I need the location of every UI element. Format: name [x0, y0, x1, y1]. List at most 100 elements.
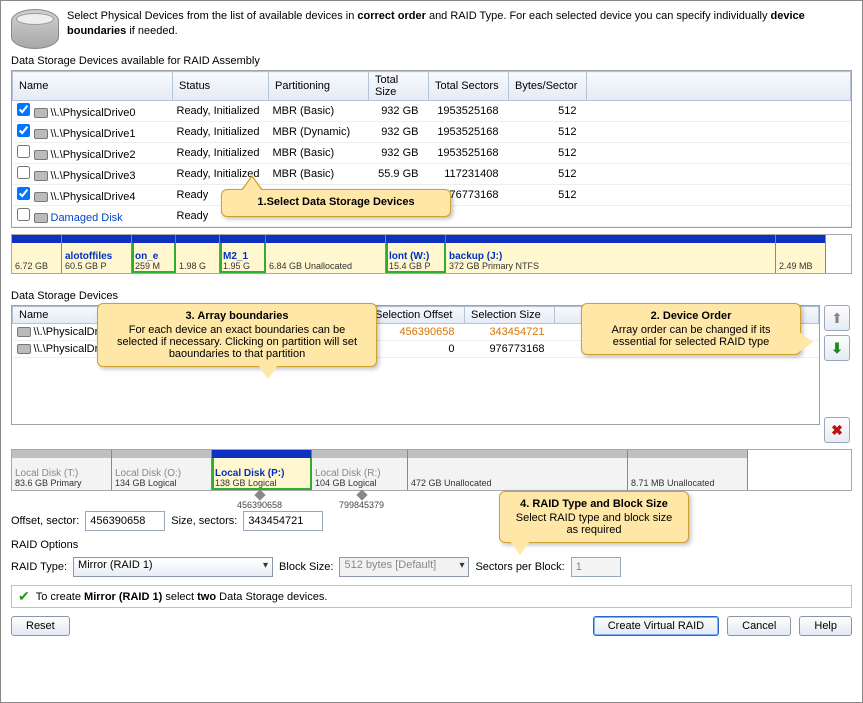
- partition-segment[interactable]: 6.84 GB Unallocated: [266, 235, 386, 273]
- cell-part: MBR (Basic): [269, 143, 369, 164]
- partition-segment[interactable]: 1.98 G: [176, 235, 220, 273]
- intro-suffix: if needed.: [126, 25, 177, 37]
- size-label: Size, sectors:: [171, 515, 237, 527]
- disk-stack-icon: [11, 9, 59, 49]
- partition-segment[interactable]: lont (W:)15.4 GB P: [386, 235, 446, 273]
- cell-selsize: 976773168: [465, 341, 555, 358]
- drive-icon: [34, 150, 48, 160]
- col-name[interactable]: Name: [13, 72, 173, 101]
- cell-sectors: 1953525168: [429, 122, 509, 143]
- col-partitioning[interactable]: Partitioning: [269, 72, 369, 101]
- cell-selsize: 343454721: [465, 324, 555, 341]
- drive-icon: [34, 108, 48, 118]
- dialog-header: Select Physical Devices from the list of…: [11, 9, 852, 49]
- order-buttons: ⬆ ⬇ ✖: [824, 305, 852, 443]
- mark-start[interactable]: 456390658: [237, 491, 282, 510]
- move-up-button[interactable]: ⬆: [824, 305, 850, 331]
- cell-bps: 512: [509, 101, 587, 122]
- row-checkbox[interactable]: [17, 187, 30, 200]
- raid-options-label: RAID Options: [11, 539, 852, 551]
- partition-segment[interactable]: Local Disk (O:)134 GB Logical: [112, 450, 212, 490]
- mark-end[interactable]: 799845379: [339, 491, 384, 510]
- help-button[interactable]: Help: [799, 616, 852, 636]
- sectors-per-block-input: [571, 557, 621, 577]
- remove-icon: ✖: [831, 422, 843, 439]
- cell-offset: 456390658: [369, 324, 465, 341]
- cell-offset: 0: [369, 341, 465, 358]
- block-size-select: 512 bytes [Default]: [339, 557, 469, 577]
- drive-name: Damaged Disk: [51, 212, 123, 224]
- intro-bold1: correct order: [357, 10, 425, 22]
- partition-segment[interactable]: 6.72 GB: [12, 235, 62, 273]
- drive-icon: [34, 192, 48, 202]
- cancel-button[interactable]: Cancel: [727, 616, 791, 636]
- cell-bps: 512: [509, 122, 587, 143]
- arrow-up-icon: ⬆: [831, 310, 843, 327]
- create-raid-button[interactable]: Create Virtual RAID: [593, 616, 719, 636]
- cell-sectors: 1953525168: [429, 101, 509, 122]
- table-row[interactable]: \\.\PhysicalDrive3Ready, InitializedMBR …: [13, 164, 851, 185]
- table-row[interactable]: \\.\PhysicalDrive2 Ready, InitializedMBR …: [13, 143, 851, 164]
- partition-segment[interactable]: Local Disk (T:)83.6 GB Primary: [12, 450, 112, 490]
- cell-sectors: 1953525168: [429, 143, 509, 164]
- col-total-size[interactable]: Total Size: [369, 72, 429, 101]
- header-text: Select Physical Devices from the list of…: [67, 9, 852, 40]
- drive-icon: [34, 129, 48, 139]
- cell-part: MBR (Dynamic): [269, 122, 369, 143]
- partition-segment[interactable]: on_e259 M: [132, 235, 176, 273]
- drive-icon: [34, 213, 48, 223]
- remove-button[interactable]: ✖: [824, 417, 850, 443]
- raid-assembly-dialog: Select Physical Devices from the list of…: [0, 0, 863, 703]
- drive-name: \\.\PhysicalDrive3: [51, 170, 136, 182]
- available-devices-label: Data Storage Devices available for RAID …: [11, 55, 852, 67]
- row-checkbox[interactable]: [17, 145, 30, 158]
- col-total-sectors[interactable]: Total Sectors: [429, 72, 509, 101]
- row-checkbox[interactable]: [17, 103, 30, 116]
- cell-bps: 512: [509, 185, 587, 206]
- drive-name: \\.\PhysicalDrive1: [51, 128, 136, 140]
- partition-segment[interactable]: alotoffiles60.5 GB P: [62, 235, 132, 273]
- cell-size: 55.9 GB: [369, 164, 429, 185]
- callout-3: 3. Array boundaries For each device an e…: [97, 303, 377, 367]
- drive-icon: [34, 171, 48, 181]
- callout-4: 4. RAID Type and Block Size Select RAID …: [499, 491, 689, 543]
- partition-segment[interactable]: 2.49 MB: [776, 235, 826, 273]
- raid-options: RAID Options RAID Type: Mirror (RAID 1) …: [11, 539, 852, 577]
- cell-status: Ready, Initialized: [173, 101, 269, 122]
- row-checkbox[interactable]: [17, 124, 30, 137]
- col-bytes-sector[interactable]: Bytes/Sector: [509, 72, 587, 101]
- col2-offset[interactable]: Selection Offset: [369, 307, 465, 324]
- drive-name: \\.\PhysicalDrive2: [51, 149, 136, 161]
- partition-segment[interactable]: 472 GB Unallocated: [408, 450, 628, 490]
- cell-bps: [509, 206, 587, 227]
- selected-partition-bar[interactable]: Local Disk (T:)83.6 GB PrimaryLocal Disk…: [11, 449, 852, 491]
- check-icon: ✔: [18, 588, 30, 605]
- col-spacer: [587, 72, 851, 101]
- raid-type-select[interactable]: Mirror (RAID 1): [73, 557, 273, 577]
- partition-segment[interactable]: Local Disk (R:)104 GB Logical: [312, 450, 408, 490]
- partition-segment[interactable]: M2_11.95 G: [220, 235, 266, 273]
- row-checkbox[interactable]: [17, 166, 30, 179]
- partition-segment[interactable]: backup (J:)372 GB Primary NTFS: [446, 235, 776, 273]
- partition-segment[interactable]: Local Disk (P:)138 GB Logical: [212, 450, 312, 490]
- info-text: To create Mirror (RAID 1) select two Dat…: [36, 591, 328, 603]
- row-checkbox[interactable]: [17, 208, 30, 221]
- reset-button[interactable]: Reset: [11, 616, 70, 636]
- drive-icon: [17, 344, 31, 354]
- cell-bps: 512: [509, 164, 587, 185]
- partition-segment[interactable]: 8.71 MB Unallocated: [628, 450, 748, 490]
- col-status[interactable]: Status: [173, 72, 269, 101]
- available-partition-bar[interactable]: 6.72 GBalotoffiles60.5 GB Pon_e259 M1.98…: [11, 234, 852, 274]
- table-row[interactable]: \\.\PhysicalDrive0Ready, InitializedMBR …: [13, 101, 851, 122]
- footer: Reset Create Virtual RAID Cancel Help: [11, 616, 852, 636]
- offset-input[interactable]: [85, 511, 165, 531]
- table-row[interactable]: \\.\PhysicalDrive1Ready, InitializedMBR …: [13, 122, 851, 143]
- intro-prefix: Select Physical Devices from the list of…: [67, 10, 357, 22]
- size-input[interactable]: [243, 511, 323, 531]
- arrow-down-icon: ⬇: [831, 340, 843, 357]
- offset-label: Offset, sector:: [11, 515, 79, 527]
- cell-status: Ready, Initialized: [173, 143, 269, 164]
- col2-selsize[interactable]: Selection Size: [465, 307, 555, 324]
- move-down-button[interactable]: ⬇: [824, 335, 850, 361]
- cell-size: 932 GB: [369, 101, 429, 122]
